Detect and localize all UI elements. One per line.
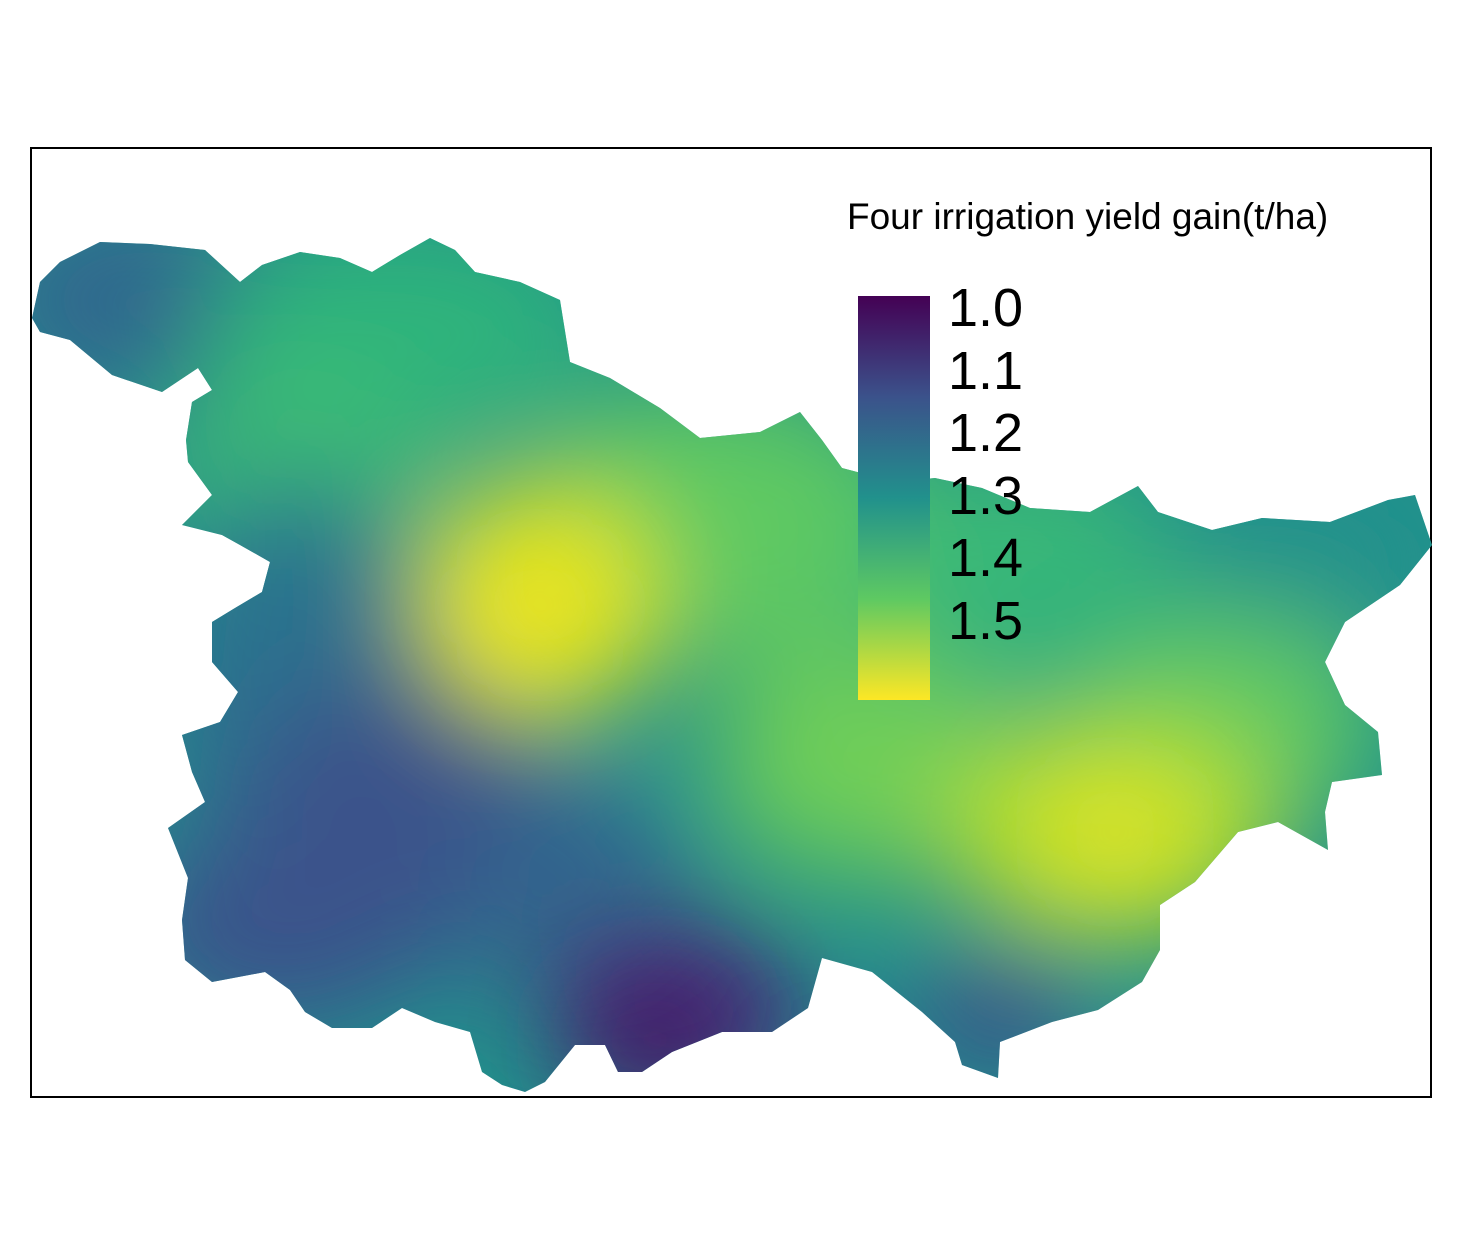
legend-tick-label: 1.1 bbox=[948, 340, 1024, 401]
legend-tick-label: 1.0 bbox=[948, 278, 1024, 338]
legend-title: Four irrigation yield gain(t/ha) bbox=[847, 196, 1329, 237]
map-frame bbox=[30, 147, 1432, 1098]
legend-tick-label: 1.3 bbox=[948, 465, 1024, 526]
legend-tick-label: 1.4 bbox=[948, 528, 1024, 589]
legend-color-bar bbox=[858, 296, 930, 700]
legend-tick-label: 1.5 bbox=[948, 590, 1024, 651]
legend-tick-label: 1.2 bbox=[948, 403, 1024, 464]
